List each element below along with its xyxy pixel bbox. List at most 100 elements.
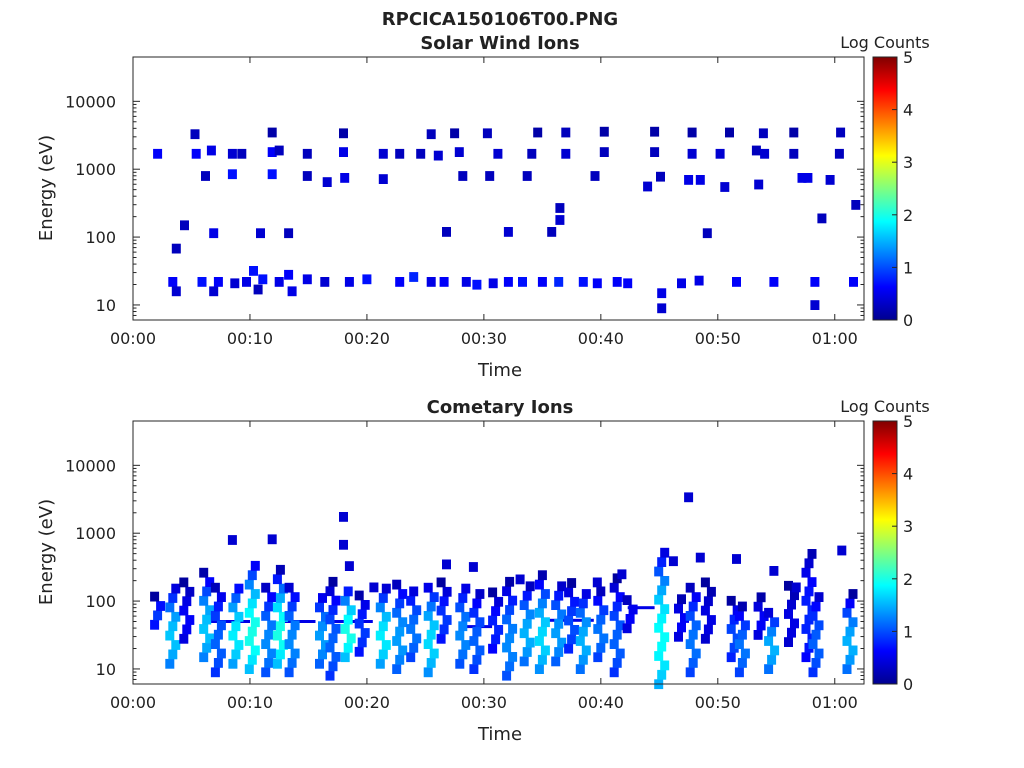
heatmap-cell: [575, 636, 585, 646]
heatmap-cell: [740, 648, 750, 659]
heatmap-cell: [409, 642, 419, 653]
heatmap-cell: [475, 589, 485, 599]
heatmap-cell: [593, 595, 603, 606]
heatmap-cell: [206, 145, 216, 156]
heatmap-cell: [442, 559, 451, 570]
heatmap-cell: [537, 654, 547, 665]
heatmap-cell: [801, 595, 811, 606]
heatmap-cell: [525, 609, 535, 620]
colorbar-tick-label: 1: [903, 258, 913, 277]
colorbar-gradient: [872, 56, 898, 321]
heatmap-cell: [244, 607, 254, 618]
heatmap-cell: [433, 150, 443, 161]
heatmap-cell: [328, 633, 338, 644]
heatmap-cell: [199, 595, 209, 606]
heatmap-cell: [547, 227, 557, 237]
heatmap-cell: [685, 667, 695, 678]
heatmap-cell: [258, 274, 268, 285]
heatmap-cell: [275, 593, 285, 603]
heatmap-cell: [180, 220, 189, 231]
heatmap-cell: [339, 539, 348, 550]
heatmap-cell: [848, 589, 858, 599]
heatmap-cell: [787, 627, 796, 638]
heatmap-cell: [426, 629, 436, 640]
heatmap-cell: [754, 179, 764, 190]
heatmap-cell: [657, 557, 667, 567]
colorbar-ticks: 0 1 2 3 4 5: [892, 412, 913, 694]
heatmap-cell: [454, 147, 464, 157]
x-tick-label: 01:00: [812, 329, 858, 348]
heatmap-cell: [275, 621, 285, 632]
heatmap-cell: [612, 573, 622, 584]
heatmap-cell: [153, 148, 163, 159]
heatmap-cell: [325, 614, 335, 625]
heatmap-cell: [706, 615, 716, 625]
heatmap-cell: [695, 175, 705, 185]
heatmap-cell: [685, 582, 695, 593]
heatmap-cell: [753, 601, 763, 612]
heatmap-cell: [442, 586, 452, 597]
heatmap-cell: [228, 602, 238, 613]
y-axis-label: Energy (eV): [36, 135, 57, 241]
heatmap-cell: [491, 634, 501, 645]
heatmap-cell: [533, 127, 543, 138]
heatmap-cell: [801, 567, 811, 578]
heatmap-cell: [726, 624, 736, 634]
heatmap-cell: [284, 667, 294, 678]
heatmap-cell: [171, 583, 181, 594]
y-tick-label: 100: [85, 592, 116, 611]
heatmap-cell: [505, 633, 515, 644]
heatmap-cell: [561, 127, 571, 138]
heatmap-cell: [845, 598, 855, 609]
heatmap-cell: [734, 639, 744, 649]
heatmap-cell: [369, 582, 379, 593]
heatmap-cell: [315, 658, 324, 669]
heatmap-cell: [554, 618, 564, 629]
heatmap-cell: [817, 213, 827, 224]
heatmap-cell: [227, 148, 237, 159]
y-tick-label: 1000: [75, 160, 116, 179]
heatmap-cell: [505, 661, 515, 672]
heatmap-cell: [557, 609, 567, 620]
colorbar-tick-label: 0: [903, 311, 913, 330]
heatmap-cell: [210, 639, 220, 649]
heatmap-cell: [540, 617, 550, 628]
heatmap-cell: [354, 590, 364, 601]
heatmap-cell: [171, 611, 181, 622]
heatmap-cell: [555, 215, 565, 225]
heatmap-cell: [210, 667, 220, 678]
heatmap-cell: [688, 601, 698, 612]
heatmap-cell: [680, 613, 689, 623]
heatmap-cell: [836, 127, 846, 138]
heatmap-cells: [153, 126, 861, 314]
heatmap-cell: [378, 593, 388, 603]
heatmap-cell: [250, 617, 260, 628]
heatmap-cell: [554, 277, 564, 287]
heatmap-cell: [340, 652, 350, 663]
heatmap-cell: [231, 649, 241, 660]
heatmap-cell: [691, 620, 701, 631]
heatmap-cell: [615, 620, 625, 631]
heatmap-cell: [267, 147, 277, 157]
heatmap-cell: [339, 147, 348, 157]
heatmap-cell: [287, 629, 297, 640]
heatmap-cell: [810, 277, 820, 287]
heatmap-cell: [599, 126, 609, 137]
heatmap-cell: [527, 148, 537, 159]
heatmap-cell: [199, 652, 209, 663]
colorbar-tick-label: 4: [903, 465, 913, 484]
heatmap-cell: [615, 648, 625, 659]
heatmap-cell: [436, 577, 446, 588]
heatmap-cell: [760, 148, 770, 159]
heatmap-cell: [202, 614, 212, 625]
heatmap-cell: [210, 582, 220, 593]
heatmap-cell: [814, 592, 824, 602]
heatmap-cell: [205, 633, 215, 644]
heatmap-cell: [654, 566, 664, 577]
heatmap-cell: [461, 611, 471, 622]
heatmap-cell: [789, 127, 799, 138]
heatmap-cell: [488, 643, 498, 654]
heatmap-cell: [284, 269, 294, 280]
heatmap-cell: [502, 586, 512, 597]
x-tick-label: 00:20: [344, 693, 390, 712]
